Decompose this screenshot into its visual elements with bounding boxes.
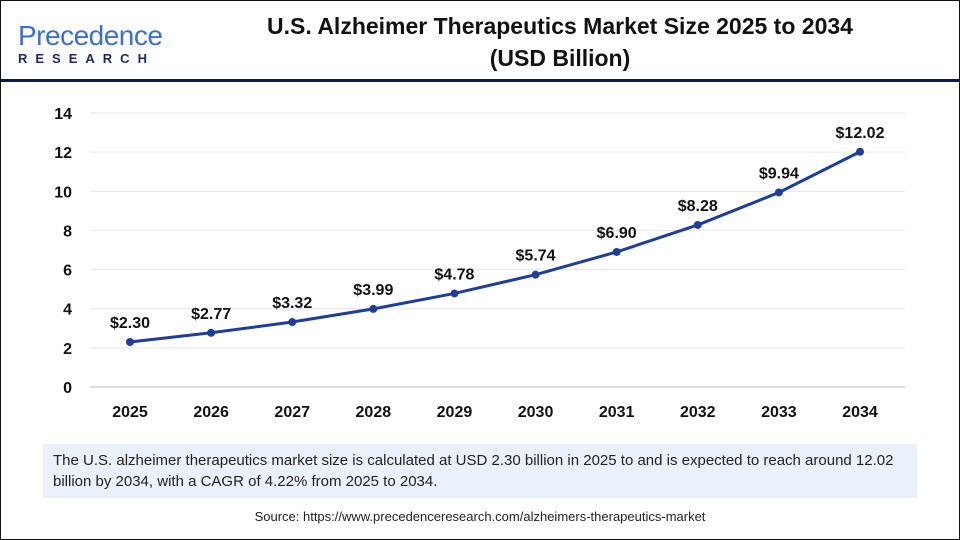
data-point [450, 289, 459, 298]
x-tick-label: 2029 [437, 404, 473, 421]
summary-box: The U.S. alzheimer therapeutics market s… [43, 444, 917, 498]
x-tick-label: 2026 [193, 404, 229, 421]
data-point [856, 147, 864, 156]
x-tick-label: 2025 [112, 404, 148, 421]
x-tick-label: 2031 [599, 404, 635, 421]
data-label: $12.02 [836, 125, 885, 142]
data-label: $2.30 [110, 315, 150, 332]
x-tick-label: 2028 [356, 404, 392, 421]
data-point [288, 318, 297, 327]
data-label: $2.77 [191, 306, 231, 323]
y-tick-label: 10 [54, 184, 72, 201]
data-point [126, 337, 134, 346]
source-text: Source: https://www.precedenceresearch.c… [254, 509, 706, 524]
data-label: $3.99 [353, 282, 393, 299]
logo-line1: Precedence [18, 20, 163, 51]
x-tick-label: 2033 [761, 404, 797, 421]
data-point [369, 304, 378, 313]
data-label: $9.94 [759, 165, 799, 182]
logo-line2: RESEARCH [18, 51, 155, 66]
y-tick-label: 14 [54, 106, 72, 123]
x-tick-label: 2034 [842, 404, 878, 421]
data-point [207, 328, 216, 337]
data-label: $4.78 [434, 266, 474, 283]
title-line2: (USD Billion) [489, 45, 631, 71]
y-tick-label: 2 [63, 341, 72, 358]
series-line [129, 150, 861, 344]
title-line1: U.S. Alzheimer Therapeutics Market Size … [267, 13, 853, 39]
x-tick-label: 2032 [680, 404, 716, 421]
y-tick-label: 12 [54, 145, 72, 162]
data-label: $3.32 [272, 295, 312, 312]
x-tick-label: 2027 [274, 404, 310, 421]
data-point [531, 270, 540, 279]
header-divider [0, 79, 960, 82]
data-label: $8.28 [678, 198, 718, 215]
data-point [774, 188, 783, 197]
y-tick-label: 4 [63, 302, 72, 319]
data-label: $6.90 [597, 225, 637, 242]
chart-title: U.S. Alzheimer Therapeutics Market Size … [200, 10, 920, 74]
data-point [693, 220, 702, 229]
data-point [612, 247, 621, 256]
x-tick-label: 2030 [518, 404, 554, 421]
line-chart: 0 2 4 6 8 10 12 14 2025 2026 2027 2028 2029 2030 2031 2… [54, 106, 905, 421]
logo: Precedence RESEARCH [18, 20, 163, 67]
y-tick-label: 8 [63, 223, 72, 240]
data-label: $5.74 [516, 248, 556, 265]
y-tick-label: 6 [63, 263, 72, 280]
y-tick-label: 0 [63, 380, 72, 397]
